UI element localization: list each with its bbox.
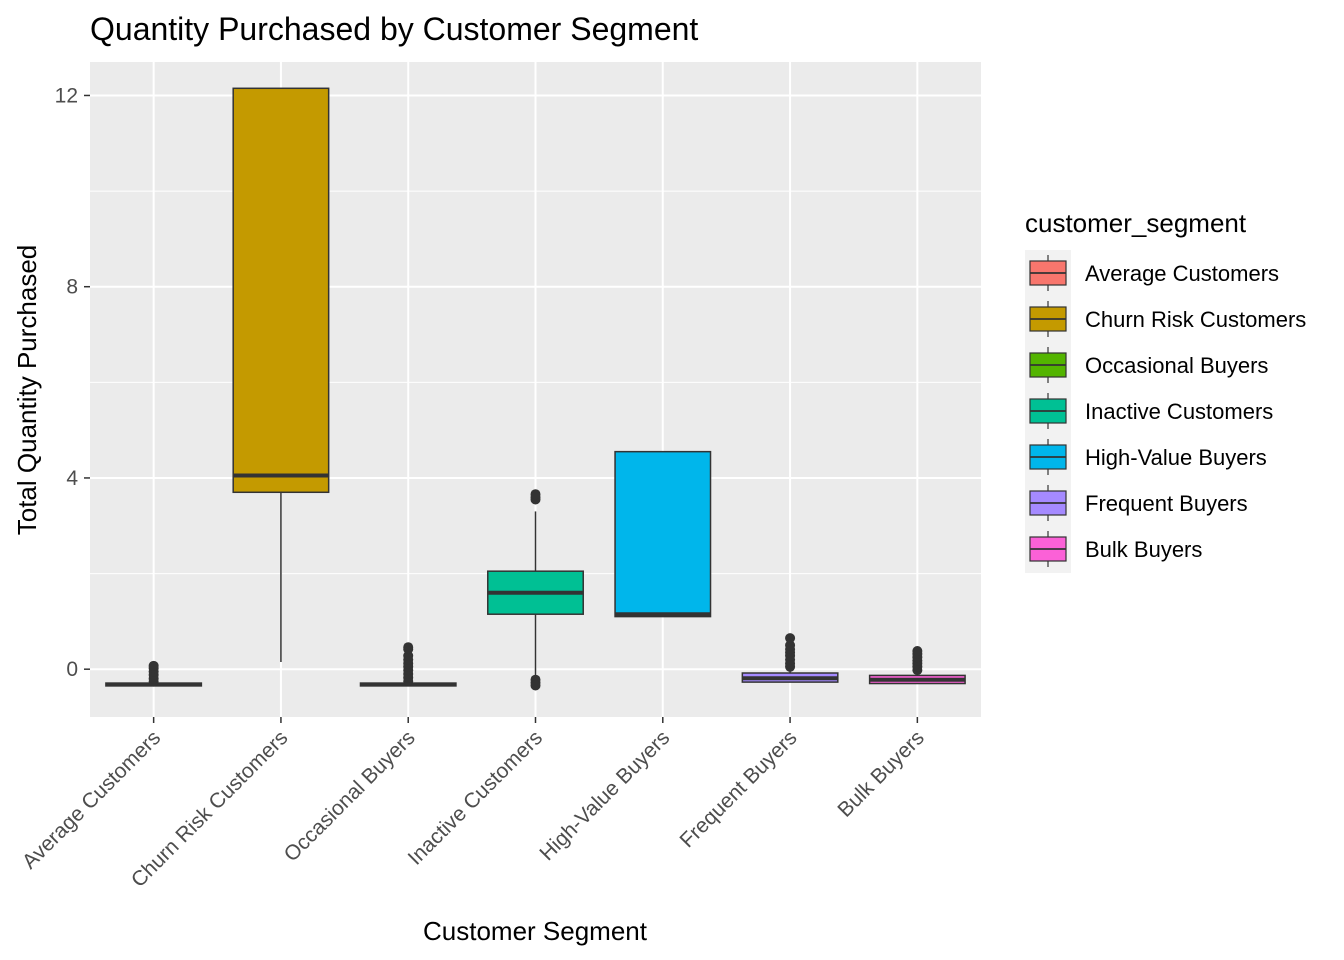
x-tick-label: Average Customers	[18, 726, 165, 873]
legend-label: Average Customers	[1085, 261, 1279, 286]
outlier-point	[912, 646, 923, 657]
x-tick-label: Bulk Buyers	[833, 726, 928, 821]
x-tick-label: Inactive Customers	[404, 726, 547, 869]
legend-title: customer_segment	[1025, 208, 1247, 238]
boxes	[105, 87, 966, 691]
legend-item: High-Value Buyers	[1029, 439, 1267, 475]
legend-label: Occasional Buyers	[1085, 353, 1268, 378]
outlier-point	[785, 633, 796, 644]
legend-label: Frequent Buyers	[1085, 491, 1248, 516]
box-occasional-buyers	[359, 642, 457, 687]
outlier-point	[148, 660, 159, 671]
outlier-point	[403, 642, 414, 653]
legend-item: Inactive Customers	[1029, 393, 1273, 429]
box-body	[614, 450, 712, 618]
x-axis-title: Customer Segment	[423, 916, 648, 946]
x-tick-label: High-Value Buyers	[535, 726, 674, 865]
box-churn-risk-customers	[232, 87, 330, 663]
legend-label: Churn Risk Customers	[1085, 307, 1306, 332]
y-tick-label: 8	[66, 276, 78, 299]
legend-item: Churn Risk Customers	[1029, 301, 1306, 337]
chart-title: Quantity Purchased by Customer Segment	[90, 11, 698, 47]
outlier-point	[530, 680, 541, 691]
legend-label: Bulk Buyers	[1085, 537, 1202, 562]
legend-item: Occasional Buyers	[1029, 347, 1268, 383]
y-tick-label: 0	[66, 658, 78, 681]
box-body	[232, 87, 330, 494]
outlier-point	[530, 489, 541, 500]
legend-label: Inactive Customers	[1085, 399, 1273, 424]
y-axis: 0 4 8 12	[55, 84, 90, 681]
x-tick-label: Frequent Buyers	[676, 726, 802, 852]
y-axis-title: Total Quantity Purchased	[12, 245, 42, 536]
legend-item: Frequent Buyers	[1029, 485, 1248, 521]
legend-item: Average Customers	[1029, 255, 1279, 291]
box-frequent-buyers	[741, 633, 839, 683]
x-tick-label: Occasional Buyers	[280, 726, 420, 866]
legend-label: High-Value Buyers	[1085, 445, 1267, 470]
box-inactive-customers	[487, 489, 584, 691]
box-bulk-buyers	[868, 646, 966, 685]
outlier-point	[785, 640, 796, 651]
y-tick-label: 4	[66, 467, 78, 490]
legend-item: Bulk Buyers	[1029, 531, 1202, 567]
y-tick-label: 12	[55, 84, 78, 107]
box-average-customers	[105, 660, 203, 687]
legend: customer_segment Average Customers Churn …	[1025, 208, 1306, 573]
box-high-value-buyers	[614, 450, 712, 618]
